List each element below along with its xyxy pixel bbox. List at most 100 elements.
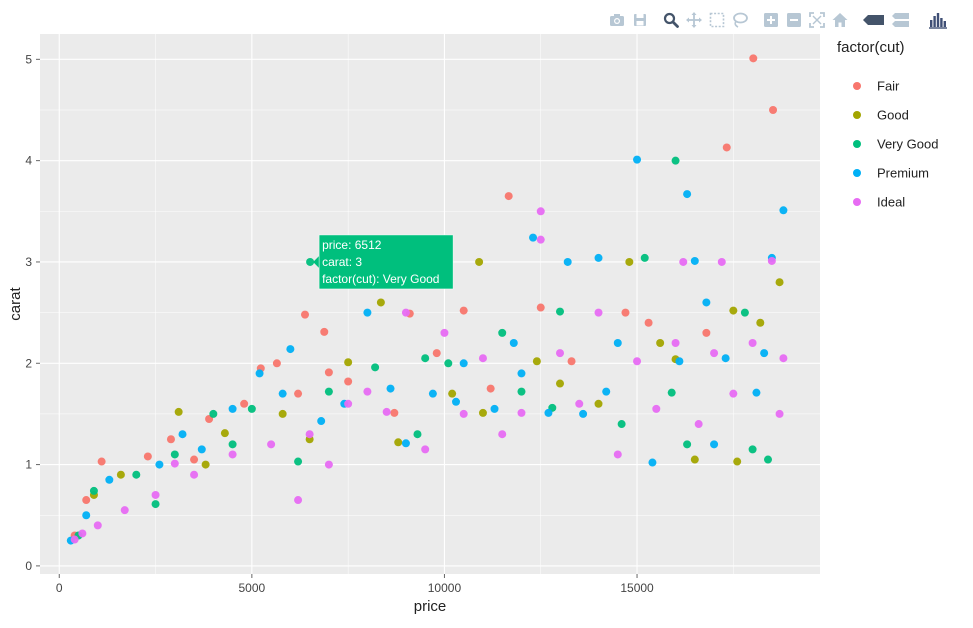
data-point[interactable] xyxy=(544,408,553,417)
camera-button[interactable] xyxy=(607,10,627,30)
data-point[interactable] xyxy=(228,450,237,459)
data-point[interactable] xyxy=(190,455,199,464)
legend-item[interactable]: Very Good xyxy=(853,137,938,152)
data-point[interactable] xyxy=(201,460,210,469)
zoom-in-button[interactable] xyxy=(761,10,781,30)
data-point[interactable] xyxy=(116,470,125,479)
data-point[interactable] xyxy=(767,256,776,265)
data-point[interactable] xyxy=(301,310,310,319)
data-point[interactable] xyxy=(733,457,742,466)
data-point[interactable] xyxy=(428,389,437,398)
data-point[interactable] xyxy=(286,345,295,354)
data-point[interactable] xyxy=(633,357,642,366)
data-point[interactable] xyxy=(413,430,422,439)
data-point[interactable] xyxy=(532,357,541,366)
data-point[interactable] xyxy=(452,397,460,406)
data-point[interactable] xyxy=(613,450,622,459)
data-point[interactable] xyxy=(756,318,765,327)
data-point[interactable] xyxy=(644,318,653,327)
data-point[interactable] xyxy=(170,450,179,459)
data-point[interactable] xyxy=(633,155,642,164)
data-point[interactable] xyxy=(478,408,487,417)
data-point[interactable] xyxy=(459,409,468,418)
lasso-select-button[interactable] xyxy=(730,10,750,30)
data-point[interactable] xyxy=(371,363,380,372)
data-point[interactable] xyxy=(324,368,333,377)
data-point[interactable] xyxy=(509,339,518,348)
data-point[interactable] xyxy=(166,435,175,444)
data-point[interactable] xyxy=(82,496,91,505)
data-point[interactable] xyxy=(70,535,79,544)
data-point[interactable] xyxy=(690,455,699,464)
data-point[interactable] xyxy=(432,349,441,358)
data-point[interactable] xyxy=(683,190,692,199)
data-point[interactable] xyxy=(324,387,333,396)
data-point[interactable] xyxy=(563,257,572,266)
autoscale-button[interactable] xyxy=(807,10,827,30)
data-point[interactable] xyxy=(317,417,326,426)
data-point[interactable] xyxy=(675,357,684,366)
data-point[interactable] xyxy=(143,452,152,461)
data-point[interactable] xyxy=(683,440,692,449)
hover-closest-button[interactable] xyxy=(861,10,887,30)
zoom-out-button[interactable] xyxy=(784,10,804,30)
data-point[interactable] xyxy=(401,308,410,317)
data-point[interactable] xyxy=(556,379,564,388)
data-point[interactable] xyxy=(760,349,769,358)
data-point[interactable] xyxy=(190,470,199,479)
data-point[interactable] xyxy=(656,339,665,348)
data-point[interactable] xyxy=(529,233,538,242)
data-point[interactable] xyxy=(478,354,487,363)
data-point[interactable] xyxy=(82,511,91,520)
data-point[interactable] xyxy=(764,455,772,464)
data-point[interactable] xyxy=(779,206,788,215)
data-point[interactable] xyxy=(775,409,784,418)
data-point[interactable] xyxy=(602,387,611,396)
data-point[interactable] xyxy=(721,354,730,363)
data-point[interactable] xyxy=(240,399,249,408)
data-point[interactable] xyxy=(151,490,160,499)
data-point[interactable] xyxy=(594,399,603,408)
data-point[interactable] xyxy=(579,409,588,418)
data-point[interactable] xyxy=(490,404,499,413)
zoom-button[interactable] xyxy=(661,10,681,30)
data-point[interactable] xyxy=(440,328,449,337)
data-point[interactable] xyxy=(640,253,649,262)
hover-compare-button[interactable] xyxy=(890,10,916,30)
data-point[interactable] xyxy=(97,457,106,466)
data-point[interactable] xyxy=(93,521,102,530)
data-point[interactable] xyxy=(394,438,403,447)
data-point[interactable] xyxy=(710,349,719,358)
data-point[interactable] xyxy=(625,257,634,266)
data-point[interactable] xyxy=(517,387,526,396)
legend-item[interactable]: Premium xyxy=(853,166,929,181)
data-point[interactable] xyxy=(363,387,372,396)
data-point[interactable] xyxy=(722,143,731,152)
data-point[interactable] xyxy=(105,475,114,484)
save-button[interactable] xyxy=(630,10,650,30)
data-point[interactable] xyxy=(255,369,264,378)
data-point[interactable] xyxy=(702,328,711,337)
data-point[interactable] xyxy=(278,409,287,418)
data-point[interactable] xyxy=(448,389,457,398)
data-point[interactable] xyxy=(132,470,141,479)
data-point[interactable] xyxy=(667,388,676,397)
data-point[interactable] xyxy=(228,404,237,413)
data-point[interactable] xyxy=(702,298,711,307)
data-point[interactable] xyxy=(694,420,703,429)
data-point[interactable] xyxy=(729,306,738,315)
data-point[interactable] xyxy=(648,458,657,467)
data-point[interactable] xyxy=(421,445,430,454)
data-point[interactable] xyxy=(769,105,778,114)
data-point[interactable] xyxy=(151,500,160,509)
data-point[interactable] xyxy=(748,339,757,348)
data-point[interactable] xyxy=(155,460,164,469)
data-point[interactable] xyxy=(444,359,453,368)
data-point[interactable] xyxy=(294,496,303,505)
data-point[interactable] xyxy=(376,298,385,307)
data-point[interactable] xyxy=(170,459,179,468)
data-point[interactable] xyxy=(671,339,680,348)
data-point[interactable] xyxy=(178,430,187,439)
data-point[interactable] xyxy=(690,256,699,265)
pan-button[interactable] xyxy=(684,10,704,30)
